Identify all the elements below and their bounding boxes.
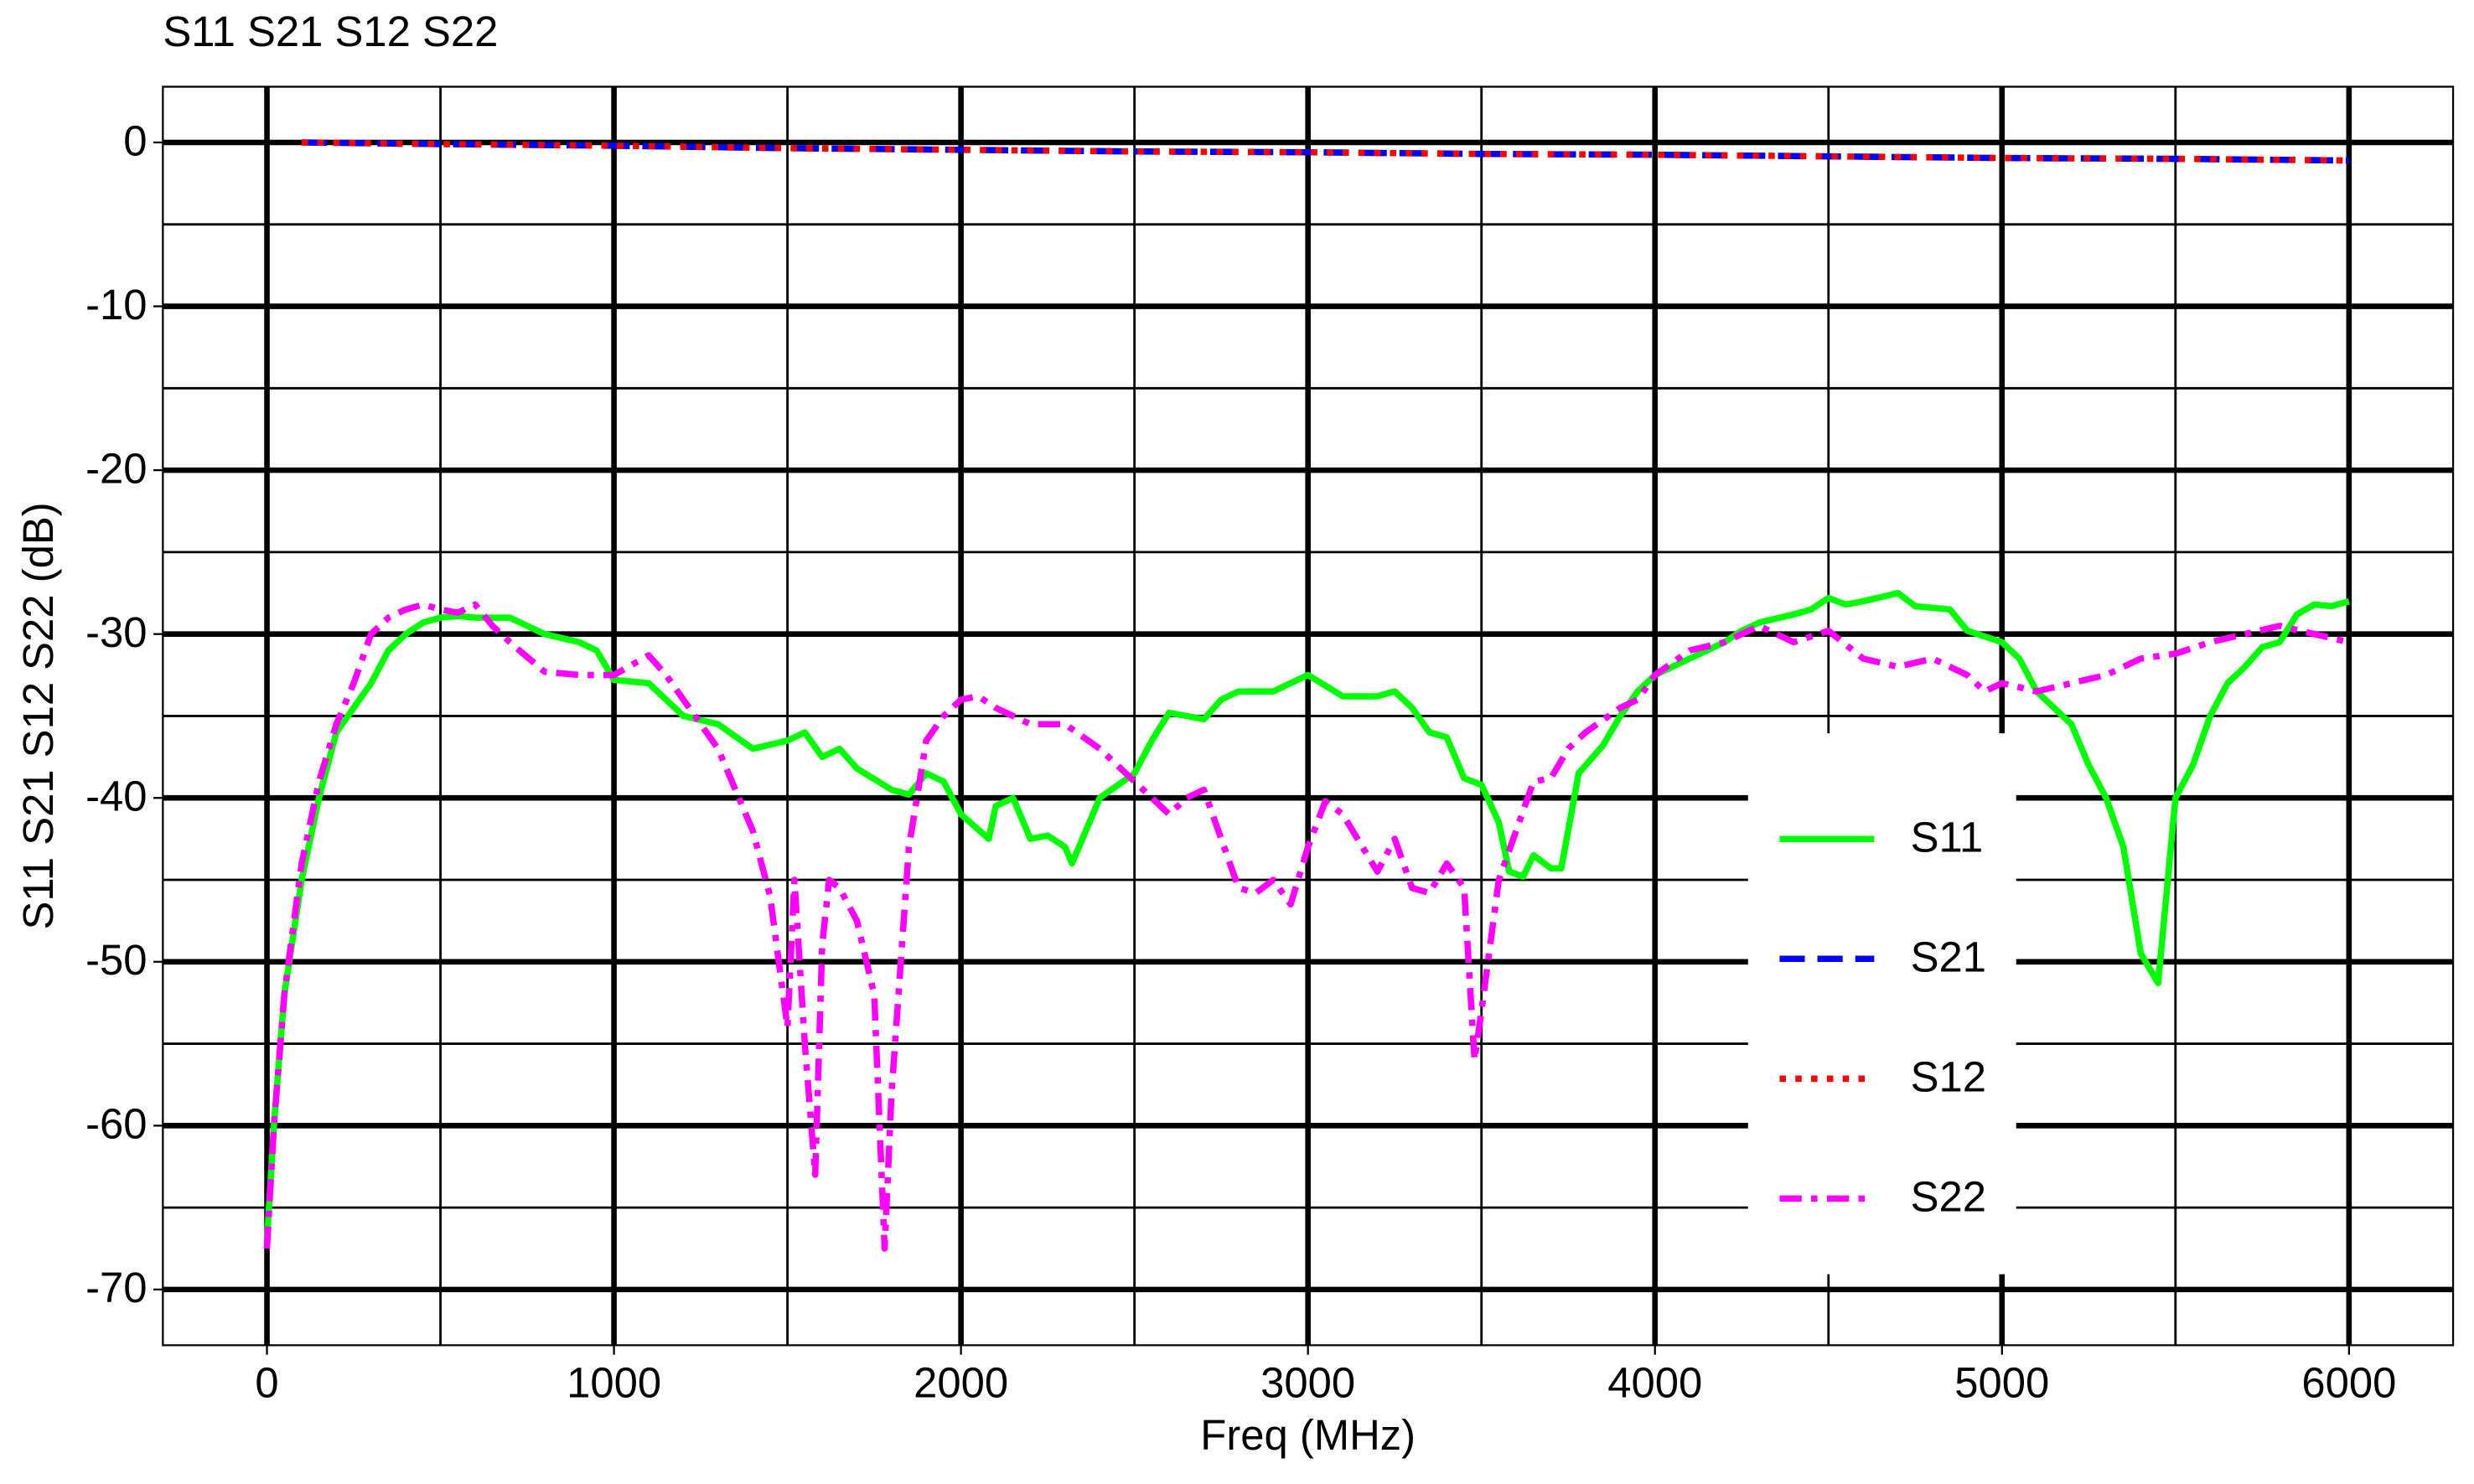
- legend: S11 S21 S12 S22: [1747, 733, 2016, 1275]
- legend-label: S12: [1911, 1053, 1986, 1101]
- x-tick-label: 4000: [1607, 1359, 1702, 1407]
- legend-label: S11: [1911, 814, 1984, 861]
- legend-box: [1747, 733, 2016, 1275]
- y-tick-label: -60: [85, 1100, 147, 1148]
- x-tick-label: 3000: [1260, 1359, 1355, 1407]
- y-tick-label: -20: [85, 444, 147, 492]
- plot-lines: [263, 139, 2350, 1252]
- grid: 0 1000 2000 3000 4000 5000 6000 0 -10 -20 -30 -40 -5…: [85, 85, 2455, 1407]
- x-tick-label: 5000: [1954, 1359, 2049, 1407]
- y-tick-label: -10: [85, 281, 147, 328]
- x-tick-label: 6000: [2301, 1359, 2396, 1407]
- y-tick-label: -40: [85, 773, 147, 820]
- series-line: [301, 139, 2349, 164]
- x-axis-label: Freq (MHz): [1200, 1411, 1416, 1459]
- series-line: [263, 601, 2350, 1252]
- legend-label: S21: [1911, 933, 1986, 981]
- x-tick-label: 0: [255, 1359, 278, 1407]
- y-tick-label: 0: [123, 116, 147, 164]
- y-tick-label: -30: [85, 608, 147, 656]
- x-tick-label: 2000: [914, 1359, 1008, 1407]
- chart-title: S11 S21 S12 S22: [163, 8, 498, 55]
- y-axis-label: S11 S21 S12 S22 (dB): [14, 502, 62, 929]
- y-tick-label: -70: [85, 1264, 147, 1311]
- x-tick-label: 1000: [567, 1359, 661, 1407]
- legend-label: S22: [1911, 1173, 1986, 1221]
- series-line: [263, 590, 2350, 1241]
- y-tick-label: -50: [85, 936, 147, 984]
